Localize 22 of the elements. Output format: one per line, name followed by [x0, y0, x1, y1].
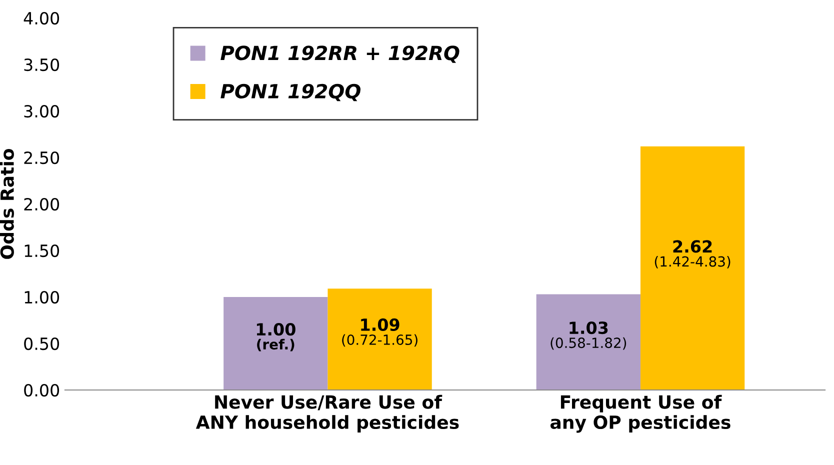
- y-tick-label: 3.50: [24, 58, 60, 72]
- y-tick-label: 3.00: [24, 104, 60, 118]
- legend-label: PON1 192QQ: [220, 84, 360, 102]
- data-label: 1.09 (0.72-1.65): [342, 318, 418, 347]
- legend-label: PON1 192RR + 192RQ: [220, 46, 460, 63]
- y-tick-label: 4.00: [24, 12, 60, 25]
- x-tick-label: Frequent Use of any OP pesticides: [550, 394, 730, 433]
- bar: [224, 297, 328, 390]
- y-tick-label: 2.50: [24, 151, 60, 164]
- y-tick-label: 1.50: [24, 244, 60, 258]
- data-label: 1.00 (ref.): [256, 323, 296, 352]
- bar: [536, 294, 640, 390]
- y-tick-label: 1.00: [24, 290, 60, 304]
- y-tick-label: 0.00: [24, 384, 60, 397]
- y-tick-label: 0.50: [24, 337, 60, 350]
- data-label: 1.03 (0.58-1.82): [550, 321, 626, 350]
- y-tick-label: 2.00: [24, 198, 60, 211]
- bar: [640, 146, 745, 390]
- y-axis-title: Odds Ratio: [0, 149, 14, 259]
- data-label: 2.62 (1.42-4.83): [654, 240, 730, 268]
- bar: [328, 288, 432, 390]
- x-tick-label: Never Use/Rare Use of ANY household pesticides: [196, 394, 459, 433]
